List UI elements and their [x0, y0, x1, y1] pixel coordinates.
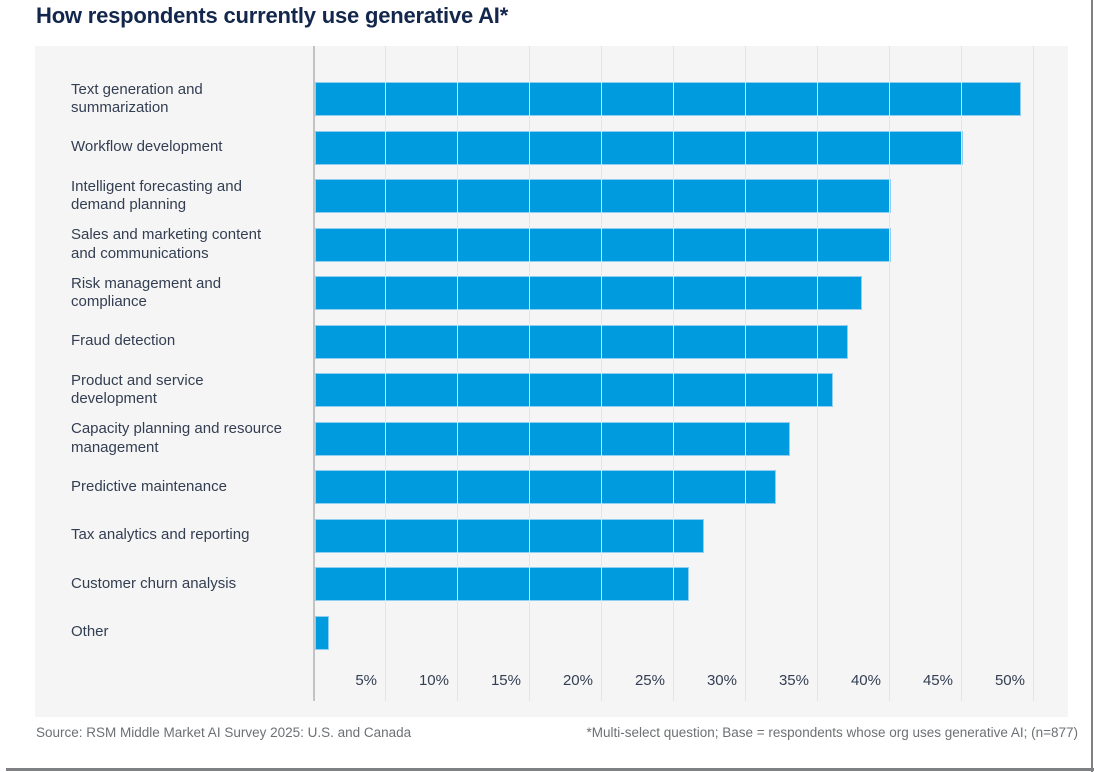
bar-track [313, 179, 1033, 214]
bar-rows-container: Text generation and summarization Workflo… [35, 75, 1068, 657]
gridline [961, 46, 962, 701]
bar-track [313, 615, 1033, 650]
chart-row: Risk management and compliance [35, 269, 1068, 318]
bar-track [313, 276, 1033, 311]
footer-source: Source: RSM Middle Market AI Survey 2025… [36, 725, 412, 740]
bar [315, 470, 776, 505]
chart-row: Text generation and summarization [35, 75, 1068, 124]
bar [315, 518, 704, 553]
tick-label: 20% [562, 672, 593, 689]
tick-label: 35% [778, 672, 809, 689]
category-label: Intelligent forecasting and demand plann… [71, 177, 242, 214]
page-title: How respondents currently use generative… [36, 3, 509, 28]
tick-label: 45% [922, 672, 953, 689]
gridline [457, 46, 458, 701]
bar-track [313, 518, 1033, 553]
tick-label: 5% [355, 672, 377, 689]
gridline [889, 46, 890, 701]
bar [315, 179, 891, 214]
gridline [673, 46, 674, 701]
bar [315, 615, 330, 650]
gridline [529, 46, 530, 701]
chart-row: Intelligent forecasting and demand plann… [35, 172, 1068, 221]
gridline [385, 46, 386, 701]
gridline [817, 46, 818, 701]
gridline [745, 46, 746, 701]
category-label: Product and service development [71, 371, 204, 408]
bar [315, 567, 690, 602]
bar [315, 227, 891, 262]
page-border-right [1091, 0, 1093, 772]
bar-track [313, 567, 1033, 602]
chart-row: Other [35, 609, 1068, 658]
page-border-bottom [6, 768, 1094, 771]
bar-track [313, 82, 1033, 117]
bar-track [313, 373, 1033, 408]
category-label: Capacity planning and resource managemen… [71, 420, 282, 456]
tick-label: 10% [418, 672, 449, 689]
category-label: Fraud detection [71, 332, 176, 350]
tick-label: 30% [706, 672, 737, 689]
axis-line [313, 46, 315, 701]
chart-row: Tax analytics and reporting [35, 512, 1068, 561]
bar [315, 82, 1021, 117]
footer-note: *Multi-select question; Base = responden… [586, 725, 1078, 740]
category-label: Customer churn analysis [71, 574, 237, 592]
bar-track [313, 421, 1033, 456]
chart-row: Product and service development [35, 366, 1068, 415]
tick-label: 15% [490, 672, 521, 689]
chart-row: Fraud detection [35, 318, 1068, 367]
category-label: Risk management and compliance [71, 274, 222, 311]
category-label: Workflow development [71, 138, 223, 156]
bar-track [313, 130, 1033, 165]
bar [315, 373, 834, 408]
category-label: Tax analytics and reporting [71, 526, 250, 544]
category-label: Sales and marketing content and communic… [71, 226, 262, 262]
bar [315, 324, 848, 359]
bar-track [313, 324, 1033, 359]
gridline [601, 46, 602, 701]
category-label: Other [71, 623, 109, 641]
tick-label: 40% [850, 672, 881, 689]
chart-row: Capacity planning and resource managemen… [35, 415, 1068, 464]
tick-label: 25% [634, 672, 665, 689]
tick-label: 50% [994, 672, 1025, 689]
chart-row: Workflow development [35, 124, 1068, 173]
chart-panel: Text generation and summarization Workflo… [35, 46, 1068, 717]
bar [315, 276, 863, 311]
bar [315, 421, 791, 456]
gridline [1033, 46, 1034, 701]
chart-row: Customer churn analysis [35, 560, 1068, 609]
chart-row: Sales and marketing content and communic… [35, 221, 1068, 270]
category-label: Text generation and summarization [71, 80, 203, 117]
bar-track [313, 470, 1033, 505]
bar [315, 130, 963, 165]
bar-track [313, 227, 1033, 262]
category-label: Predictive maintenance [71, 477, 227, 495]
chart-row: Predictive maintenance [35, 463, 1068, 512]
